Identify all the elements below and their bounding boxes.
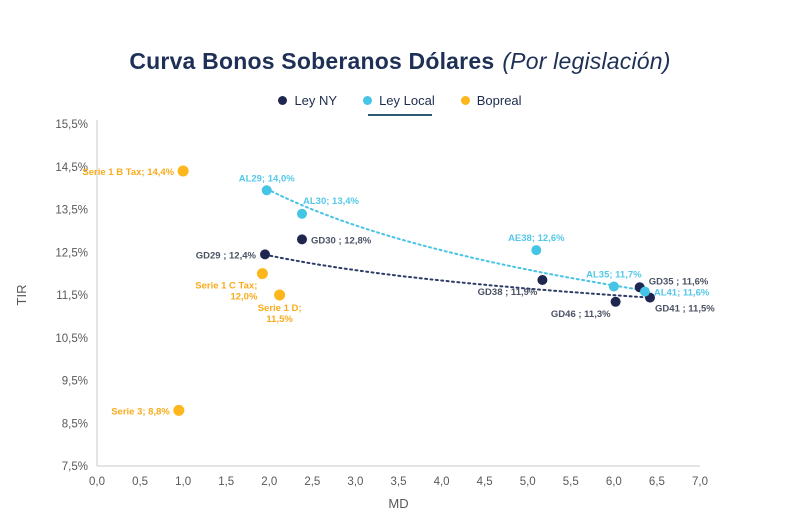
x-tick-label: 5,5: [563, 476, 579, 488]
data-point-serie-1-b-tax: [177, 165, 189, 177]
chart-title: Curva Bonos Soberanos Dólares (Por legisl…: [0, 48, 800, 75]
x-tick-label: 6,0: [606, 476, 622, 488]
y-axis-title: TIR: [14, 285, 29, 306]
y-tick-label: 13,5%: [55, 205, 88, 217]
point-label-serie-1-c-tax: Serie 1 C Tax; 12,0%: [195, 281, 258, 303]
y-tick-label: 15,5%: [55, 119, 88, 131]
point-label-gd35: GD35 ; 11,6%: [649, 276, 709, 287]
data-point-al41: [639, 286, 650, 297]
legend-label: Ley Local: [379, 93, 435, 108]
point-label-gd29: GD29 ; 12,4%: [196, 250, 257, 261]
trend-line-ley-ny: [264, 253, 654, 299]
point-label-gd46: GD46 ; 11,3%: [551, 309, 611, 320]
legend-item-ley-local: Ley Local: [363, 93, 435, 108]
legend-dot-bopreal: [460, 96, 470, 105]
point-label-al35: AL35; 11,7%: [586, 269, 642, 280]
x-tick-label: 5,0: [520, 476, 536, 488]
x-axis-title: MD: [388, 496, 408, 511]
data-point-gd46: [610, 296, 621, 307]
legend-dot-ley-ny: [278, 96, 288, 105]
point-label-gd30: GD30 ; 12,8%: [311, 235, 372, 246]
point-label-serie-3: Serie 3; 8,8%: [111, 406, 170, 417]
data-point-ae38: [531, 245, 542, 256]
x-tick-label: 4,5: [477, 476, 493, 488]
legend-item-ley-ny: Ley NY: [278, 93, 337, 108]
legend-underline: [368, 114, 432, 116]
y-tick-label: 9,5%: [62, 376, 88, 388]
point-label-ae38: AE38; 12,6%: [508, 233, 565, 244]
legend-label: Ley NY: [294, 93, 338, 108]
y-tick-label: 14,5%: [55, 162, 88, 174]
y-tick-label: 11,5%: [56, 290, 88, 302]
point-label-serie-1-b-tax: Serie 1 B Tax; 14,4%: [82, 167, 174, 178]
y-tick-label: 10,5%: [55, 333, 88, 345]
point-label-gd41: GD41 ; 11,5%: [655, 304, 715, 315]
point-label-al29: AL29; 14,0%: [239, 173, 296, 184]
x-tick-label: 2,0: [261, 476, 277, 488]
point-label-serie-1-d: Serie 1 D; 11,5%: [258, 303, 302, 325]
data-point-al35: [608, 281, 619, 292]
point-label-al30: AL30; 13,4%: [303, 196, 360, 207]
data-point-serie-1-c-tax: [256, 268, 268, 280]
data-point-al30: [297, 208, 307, 219]
data-point-gd30: [297, 234, 307, 245]
plot-svg: 7,5% 8,5% 9,5% 10,5% 11,5% 12,5% 13,5% 14,5% 15,…: [14, 119, 715, 511]
legend-item-bopreal: Bopreal: [460, 93, 522, 108]
y-tick-label: 12,5%: [55, 247, 88, 259]
x-tick-label: 0,5: [132, 476, 148, 488]
y-tick-label: 8,5%: [62, 418, 88, 430]
chart-title-sub: (Por legislación): [502, 48, 671, 74]
x-tick-label: 1,0: [175, 476, 191, 488]
legend: Ley NY Ley Local Bopreal: [0, 93, 800, 108]
x-tick-label: 3,0: [347, 476, 363, 488]
x-tick-label: 1,5: [218, 476, 234, 488]
legend-dot-ley-local: [363, 96, 373, 105]
trend-line-ley-local: [265, 187, 650, 293]
data-point-serie-1-d: [274, 289, 286, 301]
x-tick-label: 7,0: [692, 476, 708, 488]
data-point-serie-3: [173, 404, 185, 416]
x-tick-label: 2,5: [304, 476, 320, 488]
y-tick-label: 7,5%: [62, 461, 88, 473]
point-label-gd38: GD38 ; 11,9%: [478, 287, 538, 298]
data-point-gd29: [260, 249, 270, 260]
chart-title-main: Curva Bonos Soberanos Dólares: [129, 48, 495, 74]
point-label-al41: AL41; 11,6%: [654, 288, 710, 299]
data-point-gd38: [537, 275, 548, 285]
legend-label: Bopreal: [476, 93, 522, 108]
x-tick-label: 0,0: [89, 476, 105, 488]
x-tick-label: 3,5: [391, 476, 407, 488]
x-tick-label: 4,0: [434, 476, 450, 488]
x-tick-label: 6,5: [649, 476, 665, 488]
data-point-al29: [261, 185, 272, 196]
